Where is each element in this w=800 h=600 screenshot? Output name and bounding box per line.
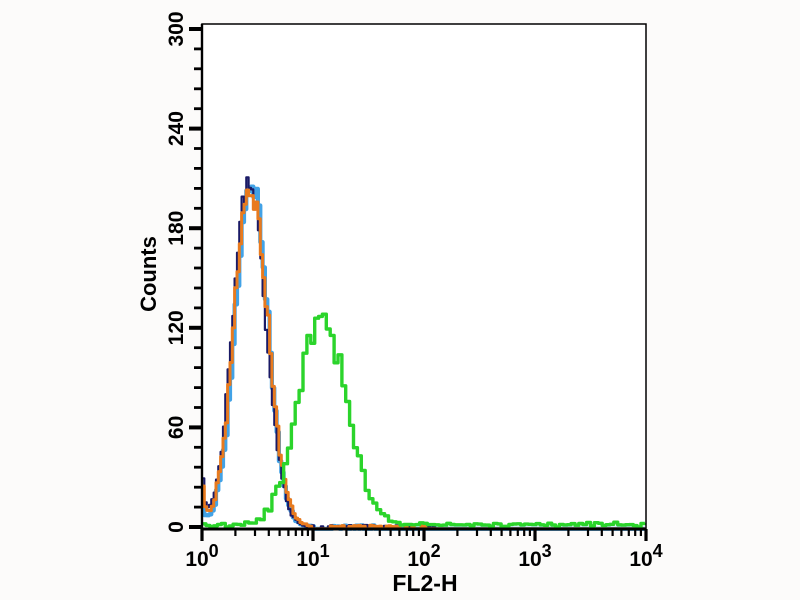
svg-text:Counts: Counts: [136, 236, 161, 312]
svg-text:60: 60: [165, 416, 188, 439]
svg-text:180: 180: [165, 211, 188, 246]
svg-text:0: 0: [165, 521, 188, 533]
svg-text:FL2-H: FL2-H: [392, 570, 457, 596]
svg-text:120: 120: [165, 310, 188, 345]
svg-text:300: 300: [165, 11, 188, 46]
svg-text:240: 240: [165, 111, 188, 146]
